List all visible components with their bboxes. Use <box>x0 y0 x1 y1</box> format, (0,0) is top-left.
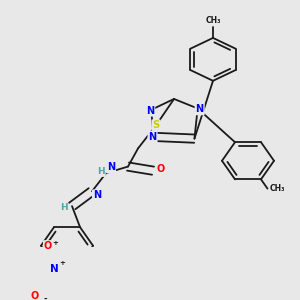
Text: N: N <box>107 162 115 172</box>
Text: O: O <box>157 164 165 174</box>
Text: N: N <box>50 264 58 274</box>
Text: +: + <box>59 260 65 266</box>
Text: N: N <box>146 106 154 116</box>
Text: N: N <box>148 132 157 142</box>
Text: CH₃: CH₃ <box>205 16 221 25</box>
Text: CH₃: CH₃ <box>270 184 285 193</box>
Text: O: O <box>44 241 52 251</box>
Text: +: + <box>52 240 58 246</box>
Text: O: O <box>31 291 39 300</box>
Text: H: H <box>60 203 68 212</box>
Text: N: N <box>196 104 204 114</box>
Text: H: H <box>97 167 105 176</box>
Text: N: N <box>93 190 101 200</box>
Text: S: S <box>152 120 160 130</box>
Text: -: - <box>43 294 47 300</box>
